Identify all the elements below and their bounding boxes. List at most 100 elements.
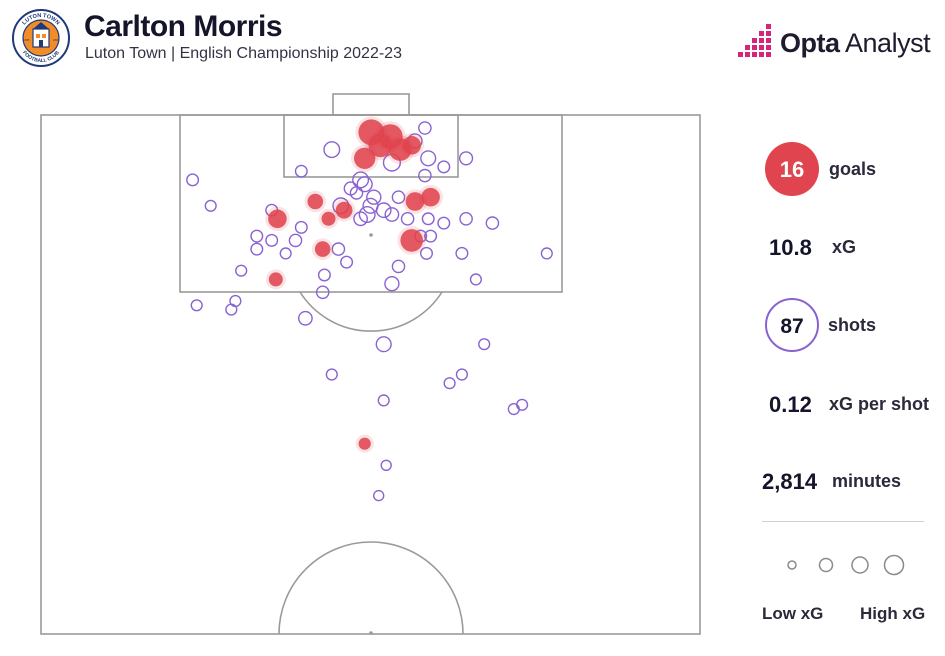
shot-point-20 — [362, 197, 379, 214]
shot-point-6 — [459, 151, 474, 166]
shot-point-51 — [225, 303, 238, 316]
shot-point-3 — [323, 141, 341, 159]
shots-layer — [186, 121, 553, 502]
shot-point-54 — [478, 338, 491, 351]
shot-point-37 — [279, 247, 292, 260]
shot-point-48 — [315, 285, 330, 300]
shot-point-56 — [455, 368, 469, 381]
minutes-value: 2,814 — [762, 469, 818, 494]
goal-point-6 — [354, 147, 376, 169]
shot-point-36 — [250, 242, 264, 256]
shot-point-22 — [358, 205, 376, 223]
goal-point-7 — [421, 187, 440, 207]
shot-point-57 — [443, 377, 456, 390]
xg-per-shot-label: xG per shot — [829, 394, 930, 414]
goal-point-13 — [400, 229, 424, 252]
shot-point-61 — [380, 459, 392, 471]
crest-year-right: 1885 — [53, 38, 60, 42]
crest-year-left: 1885 — [23, 38, 30, 42]
shot-point-40 — [455, 246, 469, 260]
legend-circle-s — [818, 557, 834, 573]
brand-wordmark: Opta Analyst — [780, 28, 931, 59]
shot-point-50 — [190, 299, 203, 312]
shot-point-31 — [250, 229, 264, 243]
shot-point-46 — [384, 276, 400, 292]
shot-point-53 — [375, 336, 392, 353]
legend-low-xg-label: Low xG — [762, 604, 824, 623]
shot-point-16 — [391, 190, 406, 204]
shot-point-18 — [204, 199, 217, 212]
shot-point-26 — [421, 212, 435, 226]
goal-point-9 — [307, 193, 324, 210]
shot-point-32 — [265, 233, 279, 247]
shot-point-23 — [353, 211, 368, 227]
shot-point-9 — [418, 168, 432, 183]
shot-point-35 — [424, 229, 438, 243]
shot-point-60 — [507, 403, 520, 416]
shots-value: 87 — [780, 315, 803, 338]
penalty-spot — [369, 233, 373, 237]
shot-point-28 — [459, 211, 473, 226]
brand-word-analyst: Analyst — [839, 28, 931, 58]
shot-point-62 — [373, 489, 385, 502]
xg-value: 10.8 — [769, 235, 812, 260]
shot-point-39 — [420, 246, 434, 260]
shot-point-38 — [331, 242, 346, 256]
goals-layer — [265, 116, 443, 453]
shot-point-25 — [400, 211, 415, 226]
shot-point-7 — [437, 160, 451, 174]
luton-town-crest-icon: LUTON TOWN FOOTBALL CLUB 1885 1885 — [12, 9, 70, 67]
goal-frame — [332, 93, 410, 116]
shot-point-8 — [294, 164, 308, 178]
goals-value: 16 — [780, 157, 804, 182]
shot-point-1 — [418, 121, 432, 135]
goal-point-5 — [402, 136, 422, 155]
shot-point-27 — [437, 216, 451, 230]
shot-point-58 — [377, 394, 390, 407]
shot-point-10 — [186, 173, 200, 187]
shot-point-44 — [235, 264, 248, 277]
centre-spot — [369, 631, 373, 635]
shot-point-59 — [515, 398, 529, 411]
shot-point-11 — [352, 171, 370, 189]
legend-circle-xs — [787, 560, 797, 570]
shot-point-24 — [384, 207, 400, 222]
shot-point-52 — [297, 310, 313, 326]
shot-point-30 — [294, 220, 308, 234]
shot-point-29 — [485, 216, 500, 230]
shot-point-12 — [356, 176, 373, 193]
goal-point-12 — [321, 211, 336, 226]
shot-point-55 — [325, 368, 338, 381]
opta-logo-icon — [738, 24, 771, 57]
xg-label: xG — [832, 237, 857, 257]
goal-point-14 — [314, 241, 331, 257]
goals-badge — [765, 142, 819, 196]
shot-point-47 — [469, 273, 483, 286]
shot-point-41 — [540, 247, 553, 260]
shot-point-42 — [340, 255, 354, 269]
shot-point-45 — [317, 268, 331, 282]
brand-word-opta: Opta — [780, 28, 840, 58]
goal-point-15 — [268, 272, 283, 287]
legend-circle-m — [851, 556, 869, 574]
goal-point-16 — [358, 437, 371, 450]
goal-point-8 — [405, 192, 425, 211]
page-title: Carlton Morris — [84, 10, 283, 43]
shot-point-21 — [375, 202, 392, 219]
shot-point-33 — [288, 233, 303, 248]
xg-size-legend — [787, 554, 905, 576]
goal-point-3 — [368, 133, 393, 158]
minutes-label: minutes — [832, 471, 902, 491]
shots-badge — [765, 298, 819, 352]
goals-label: goals — [829, 159, 877, 179]
centre-circle — [278, 541, 464, 635]
shots-label: shots — [828, 315, 877, 335]
legend-circle-l — [883, 554, 905, 576]
penalty-arc — [299, 291, 443, 332]
shot-point-14 — [349, 186, 364, 200]
goal-point-10 — [335, 201, 353, 219]
legend-high-xg-label: High xG — [860, 604, 926, 623]
pitch-markings — [40, 93, 701, 635]
goal-point-11 — [268, 209, 287, 229]
shot-point-4 — [420, 150, 437, 167]
